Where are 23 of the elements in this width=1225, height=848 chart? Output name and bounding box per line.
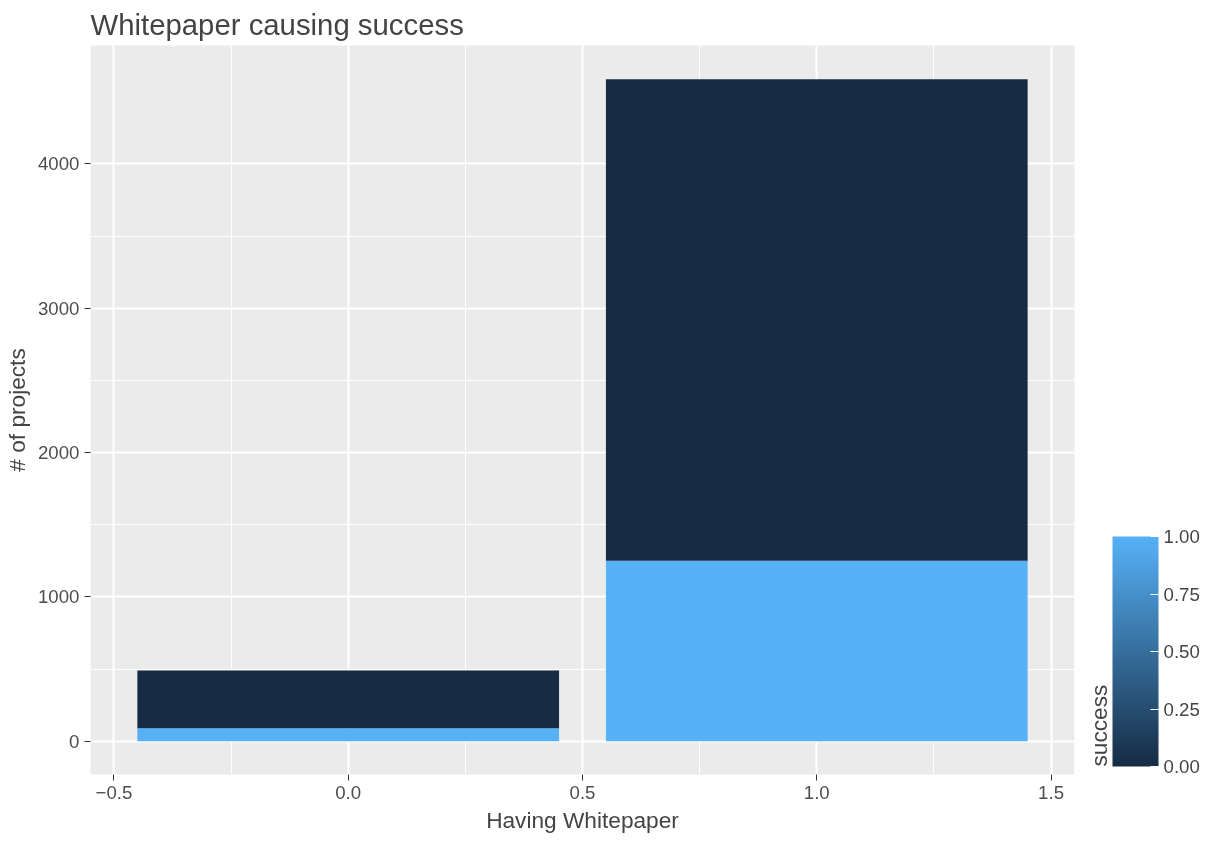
bar [605,560,1028,742]
bar [137,670,560,729]
x-tick-label: 1.0 [803,781,830,803]
color-bar-label: 0.25 [1163,698,1200,720]
x-tick-label: 0.5 [569,781,596,803]
y-tick-label: 0 [69,730,80,752]
x-tick-label: 1.5 [1038,781,1065,803]
x-tick-label: 0.0 [335,781,362,803]
color-bar-title: success [1085,684,1112,767]
color-bar-label: 0.50 [1163,641,1200,662]
chart-title: Whitepaper causing success [90,7,464,41]
x-axis-title: Having Whitepaper [486,806,680,833]
y-tick-label: 4000 [38,153,80,175]
bar [605,79,1028,561]
color-bar-label: 0.00 [1163,756,1200,777]
y-tick-label: 3000 [38,297,80,319]
x-tick-label: −0.5 [95,781,133,803]
y-tick-label: 1000 [38,586,80,608]
y-tick-label: 2000 [38,442,80,464]
bar [137,728,560,742]
color-bar-label: 1.00 [1163,526,1200,547]
color-bar-label: 0.75 [1163,583,1200,605]
y-axis-title: # of projects [4,348,30,472]
